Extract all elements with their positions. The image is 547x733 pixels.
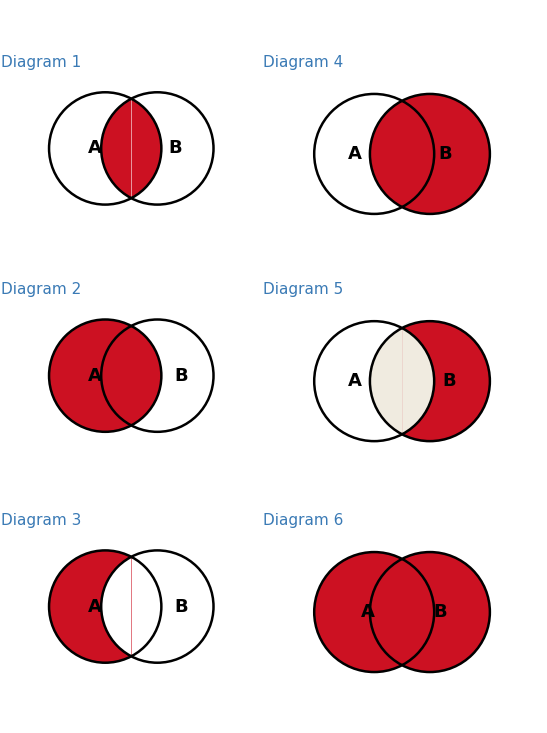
Text: Diagram 3: Diagram 3 — [1, 513, 82, 528]
Text: A: A — [348, 145, 362, 163]
Circle shape — [49, 550, 161, 663]
Polygon shape — [101, 557, 161, 656]
Text: B: B — [434, 603, 447, 621]
Text: A: A — [348, 372, 362, 390]
Text: A: A — [88, 366, 102, 385]
Text: Diagram 6: Diagram 6 — [263, 513, 344, 528]
Text: Diagram 1: Diagram 1 — [1, 55, 82, 70]
Text: Diagram 2: Diagram 2 — [1, 282, 82, 297]
Text: B: B — [168, 139, 182, 158]
Text: B: B — [443, 372, 456, 390]
Circle shape — [370, 552, 490, 672]
Text: Diagram 4: Diagram 4 — [263, 55, 344, 70]
Polygon shape — [370, 328, 434, 434]
Circle shape — [314, 552, 434, 672]
Polygon shape — [101, 99, 161, 198]
Circle shape — [370, 94, 490, 214]
Text: B: B — [174, 597, 188, 616]
Text: Diagram 5: Diagram 5 — [263, 282, 344, 297]
Text: A: A — [361, 603, 375, 621]
Text: B: B — [438, 145, 452, 163]
Text: A: A — [88, 597, 102, 616]
Circle shape — [370, 321, 490, 441]
Circle shape — [49, 320, 161, 432]
Text: A: A — [88, 139, 102, 158]
Text: B: B — [174, 366, 188, 385]
